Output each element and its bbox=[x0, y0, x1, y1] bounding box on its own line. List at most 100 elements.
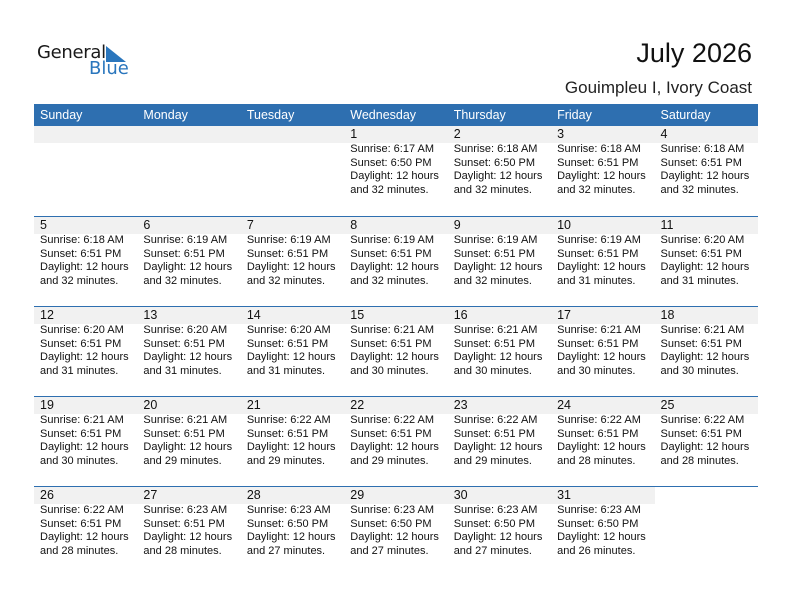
daylight-text: and 30 minutes. bbox=[40, 454, 119, 467]
logo-triangle-icon bbox=[106, 46, 126, 62]
sunrise-text: Sunrise: 6:22 AM bbox=[660, 414, 745, 426]
daylight-text: Daylight: 12 hours bbox=[350, 441, 439, 453]
sunset-text: Sunset: 6:51 PM bbox=[246, 427, 329, 440]
sunrise-text: Sunrise: 6:20 AM bbox=[660, 234, 745, 246]
sunrise-text: Sunrise: 6:23 AM bbox=[453, 504, 538, 516]
sunrise-text: Sunrise: 6:23 AM bbox=[557, 504, 641, 516]
sunset-text: Sunset: 6:51 PM bbox=[660, 427, 742, 440]
sunrise-text: Sunrise: 6:20 AM bbox=[246, 324, 331, 336]
sunrise-text: Sunrise: 6:21 AM bbox=[40, 414, 124, 426]
sunrise-text: Sunrise: 6:22 AM bbox=[453, 414, 538, 426]
sunset-text: Sunset: 6:51 PM bbox=[660, 337, 742, 350]
daylight-text: and 31 minutes. bbox=[143, 364, 222, 377]
calendar-grid: Sunday Monday Tuesday Wednesday Thursday Frid… bbox=[34, 104, 758, 576]
sunset-text: Sunset: 6:50 PM bbox=[350, 156, 432, 169]
daylight-text: and 30 minutes. bbox=[350, 364, 429, 377]
sunset-text: Sunset: 6:50 PM bbox=[350, 517, 432, 530]
daylight-text: Daylight: 12 hours bbox=[557, 170, 646, 182]
day-number bbox=[240, 126, 345, 143]
daylight-text: Daylight: 12 hours bbox=[143, 351, 233, 363]
daylight-text: Daylight: 12 hours bbox=[453, 170, 543, 182]
day-cell: 31 Sunrise: 6:23 AM Sunset: 6:50 PM Dayligh… bbox=[551, 487, 655, 576]
sunrise-text: Sunrise: 6:19 AM bbox=[453, 234, 538, 246]
sunrise-text: Sunrise: 6:21 AM bbox=[143, 414, 228, 426]
day-number: 6 bbox=[137, 217, 241, 234]
day-number: 1 bbox=[344, 126, 448, 143]
day-cell: 15 Sunrise: 6:21 AM Sunset: 6:51 PM Dayligh… bbox=[344, 307, 448, 396]
sunrise-text: Sunrise: 6:18 AM bbox=[40, 234, 124, 246]
day-cell: 4 Sunrise: 6:18 AM Sunset: 6:51 PM Daylight… bbox=[654, 126, 758, 216]
daylight-text: and 31 minutes. bbox=[660, 274, 739, 287]
sunrise-text: Sunrise: 6:22 AM bbox=[557, 414, 641, 426]
page-title: July 2026 bbox=[636, 38, 752, 68]
day-number: 3 bbox=[551, 126, 655, 143]
daylight-text: and 31 minutes. bbox=[40, 364, 119, 377]
weekday-sunday: Sunday bbox=[40, 108, 83, 122]
sunset-text: Sunset: 6:50 PM bbox=[557, 517, 639, 530]
day-number: 2 bbox=[447, 126, 552, 143]
day-number: 24 bbox=[551, 397, 655, 414]
sunset-text: Sunset: 6:51 PM bbox=[660, 156, 742, 169]
day-cell: 11 Sunrise: 6:20 AM Sunset: 6:51 PM Dayligh… bbox=[654, 217, 758, 306]
daylight-text: and 27 minutes. bbox=[350, 544, 429, 557]
daylight-text: and 32 minutes. bbox=[350, 274, 429, 287]
daylight-text: Daylight: 12 hours bbox=[143, 531, 233, 543]
sunset-text: Sunset: 6:51 PM bbox=[143, 247, 225, 260]
sunset-text: Sunset: 6:51 PM bbox=[143, 517, 225, 530]
daylight-text: and 30 minutes. bbox=[557, 364, 636, 377]
daylight-text: Daylight: 12 hours bbox=[660, 441, 750, 453]
weekday-monday: Monday bbox=[143, 108, 188, 122]
day-cell: 10 Sunrise: 6:19 AM Sunset: 6:51 PM Dayligh… bbox=[551, 217, 655, 306]
sunrise-text: Sunrise: 6:19 AM bbox=[143, 234, 228, 246]
daylight-text: and 32 minutes. bbox=[453, 274, 532, 287]
daylight-text: and 32 minutes. bbox=[557, 183, 636, 196]
daylight-text: and 29 minutes. bbox=[453, 454, 532, 467]
day-cell: 23 Sunrise: 6:22 AM Sunset: 6:51 PM Dayligh… bbox=[447, 397, 552, 486]
day-number: 30 bbox=[447, 487, 552, 504]
daylight-text: Daylight: 12 hours bbox=[557, 531, 646, 543]
day-cell: 21 Sunrise: 6:22 AM Sunset: 6:51 PM Dayligh… bbox=[240, 397, 345, 486]
sunset-text: Sunset: 6:51 PM bbox=[350, 337, 432, 350]
day-number: 17 bbox=[551, 307, 655, 324]
day-cell: 5 Sunrise: 6:18 AM Sunset: 6:51 PM Daylight… bbox=[34, 217, 138, 306]
day-number: 23 bbox=[447, 397, 552, 414]
sunset-text: Sunset: 6:51 PM bbox=[40, 247, 122, 260]
sunrise-text: Sunrise: 6:23 AM bbox=[143, 504, 228, 516]
daylight-text: Daylight: 12 hours bbox=[40, 261, 129, 273]
sunset-text: Sunset: 6:51 PM bbox=[557, 247, 639, 260]
daylight-text: and 30 minutes. bbox=[453, 364, 532, 377]
daylight-text: Daylight: 12 hours bbox=[143, 261, 233, 273]
sunrise-text: Sunrise: 6:18 AM bbox=[557, 143, 641, 155]
empty-day-cell bbox=[655, 487, 758, 576]
generalblue-logo: General Blue bbox=[37, 42, 137, 82]
sunset-text: Sunset: 6:51 PM bbox=[143, 337, 225, 350]
sunrise-text: Sunrise: 6:19 AM bbox=[557, 234, 641, 246]
day-cell: 1 Sunrise: 6:17 AM Sunset: 6:50 PM Daylight… bbox=[344, 126, 448, 216]
day-number: 8 bbox=[344, 217, 448, 234]
sunset-text: Sunset: 6:51 PM bbox=[453, 247, 536, 260]
daylight-text: Daylight: 12 hours bbox=[350, 351, 439, 363]
week-row: 5 Sunrise: 6:18 AM Sunset: 6:51 PM Daylight… bbox=[34, 216, 758, 306]
day-cell: 30 Sunrise: 6:23 AM Sunset: 6:50 PM Dayligh… bbox=[447, 487, 552, 576]
day-number: 7 bbox=[240, 217, 345, 234]
daylight-text: and 32 minutes. bbox=[660, 183, 739, 196]
daylight-text: and 28 minutes. bbox=[557, 454, 636, 467]
day-cell: 29 Sunrise: 6:23 AM Sunset: 6:50 PM Dayligh… bbox=[344, 487, 448, 576]
daylight-text: and 31 minutes. bbox=[246, 364, 326, 377]
sunset-text: Sunset: 6:51 PM bbox=[557, 427, 639, 440]
empty-day-cell bbox=[34, 126, 138, 216]
day-number: 11 bbox=[654, 217, 758, 234]
daylight-text: and 27 minutes. bbox=[246, 544, 326, 557]
sunrise-text: Sunrise: 6:17 AM bbox=[350, 143, 435, 155]
sunset-text: Sunset: 6:51 PM bbox=[40, 427, 122, 440]
sunset-text: Sunset: 6:51 PM bbox=[557, 337, 639, 350]
daylight-text: and 32 minutes. bbox=[40, 274, 119, 287]
sunset-text: Sunset: 6:51 PM bbox=[660, 247, 742, 260]
weekday-thursday: Thursday bbox=[453, 108, 506, 122]
sunset-text: Sunset: 6:51 PM bbox=[350, 247, 432, 260]
empty-day-cell bbox=[240, 126, 345, 216]
sunrise-text: Sunrise: 6:23 AM bbox=[246, 504, 331, 516]
daylight-text: Daylight: 12 hours bbox=[350, 261, 439, 273]
logo-text-blue: Blue bbox=[89, 58, 129, 79]
daylight-text: Daylight: 12 hours bbox=[246, 261, 336, 273]
